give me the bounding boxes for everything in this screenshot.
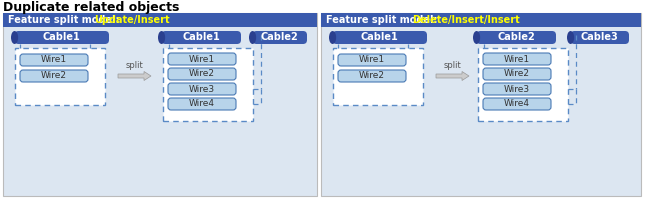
FancyBboxPatch shape <box>253 31 307 44</box>
Text: Wire2: Wire2 <box>504 69 530 78</box>
FancyBboxPatch shape <box>20 70 88 82</box>
Ellipse shape <box>11 31 18 44</box>
Bar <box>321 13 641 196</box>
Ellipse shape <box>249 31 256 44</box>
FancyBboxPatch shape <box>168 68 236 80</box>
Text: Cable2: Cable2 <box>497 32 535 43</box>
Text: Wire4: Wire4 <box>504 100 530 108</box>
Text: Duplicate related objects: Duplicate related objects <box>3 1 179 14</box>
FancyArrow shape <box>118 71 151 81</box>
Text: Cable1: Cable1 <box>361 32 399 43</box>
Ellipse shape <box>158 31 165 44</box>
FancyBboxPatch shape <box>338 70 406 82</box>
Text: split: split <box>444 61 461 70</box>
FancyBboxPatch shape <box>477 31 556 44</box>
Text: Delete/Insert/Insert: Delete/Insert/Insert <box>412 15 520 25</box>
Bar <box>3 13 317 196</box>
FancyBboxPatch shape <box>483 53 551 65</box>
FancyBboxPatch shape <box>168 53 236 65</box>
Text: Wire3: Wire3 <box>189 85 215 94</box>
FancyBboxPatch shape <box>571 31 629 44</box>
Text: Feature split model:: Feature split model: <box>8 15 123 25</box>
FancyBboxPatch shape <box>162 31 241 44</box>
FancyBboxPatch shape <box>168 98 236 110</box>
FancyArrow shape <box>436 71 469 81</box>
Bar <box>163 48 253 121</box>
Text: Wire1: Wire1 <box>504 55 530 63</box>
Ellipse shape <box>473 31 480 44</box>
Text: Wire1: Wire1 <box>41 56 67 64</box>
Text: Wire2: Wire2 <box>359 71 385 81</box>
Text: Feature split model:: Feature split model: <box>326 15 441 25</box>
Text: Wire1: Wire1 <box>359 56 385 64</box>
Text: Cable3: Cable3 <box>581 32 619 43</box>
Text: Update/Insert: Update/Insert <box>94 15 170 25</box>
FancyBboxPatch shape <box>333 31 427 44</box>
Text: Cable1: Cable1 <box>43 32 81 43</box>
Bar <box>3 13 317 27</box>
Bar <box>478 48 568 121</box>
Ellipse shape <box>329 31 336 44</box>
Text: Wire2: Wire2 <box>189 69 215 78</box>
Text: Wire1: Wire1 <box>189 55 215 63</box>
FancyBboxPatch shape <box>168 83 236 95</box>
FancyBboxPatch shape <box>15 31 109 44</box>
Text: split: split <box>126 61 143 70</box>
Text: Cable2: Cable2 <box>261 32 299 43</box>
Bar <box>15 48 105 105</box>
FancyBboxPatch shape <box>483 83 551 95</box>
Text: Wire3: Wire3 <box>504 85 530 94</box>
FancyBboxPatch shape <box>20 54 88 66</box>
Text: Wire4: Wire4 <box>189 100 215 108</box>
Text: Cable1: Cable1 <box>183 32 220 43</box>
Text: Wire2: Wire2 <box>41 71 67 81</box>
Bar <box>333 48 423 105</box>
Bar <box>321 13 641 27</box>
FancyBboxPatch shape <box>483 68 551 80</box>
FancyBboxPatch shape <box>483 98 551 110</box>
FancyBboxPatch shape <box>338 54 406 66</box>
Ellipse shape <box>567 31 574 44</box>
